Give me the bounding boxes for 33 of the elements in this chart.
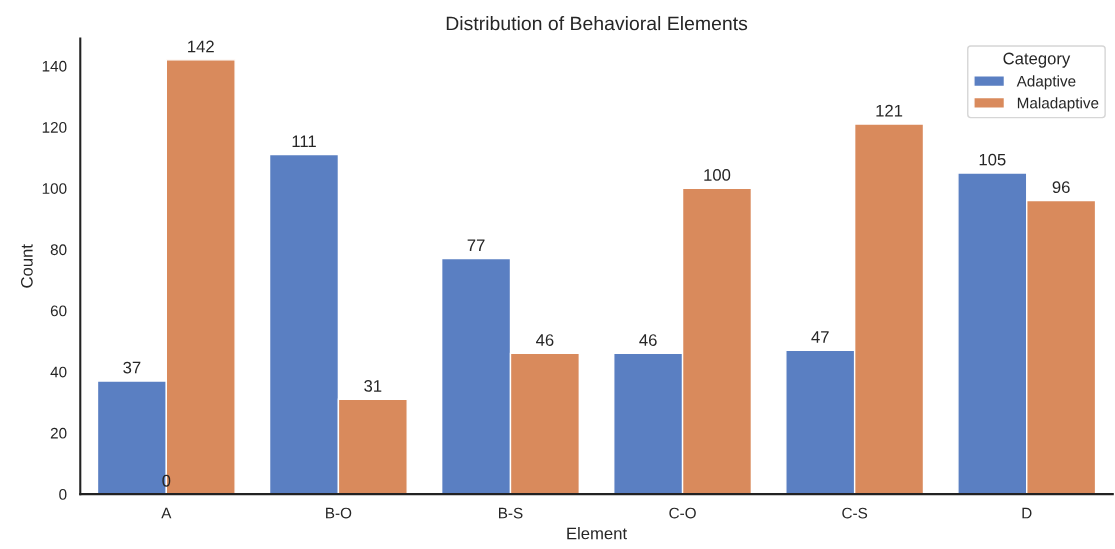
legend-label: Maladaptive: [1017, 97, 1099, 112]
data-label: 47: [811, 331, 829, 343]
x-tick-label: D: [1022, 507, 1032, 519]
legend-title: Category: [1003, 52, 1071, 68]
data-label: 105: [979, 153, 1006, 166]
data-label: 121: [876, 104, 903, 117]
legend-label: Adaptive: [1016, 75, 1076, 90]
x-tick-label: B-O: [326, 507, 352, 519]
data-label: 31: [364, 380, 382, 392]
y-tick-label: 120: [42, 121, 67, 133]
x-axis-title: Element: [567, 527, 627, 540]
y-tick-label: 60: [50, 305, 67, 317]
x-tick-label: C-S: [842, 507, 868, 519]
y-tick-label: 80: [50, 244, 67, 256]
data-label: 46: [536, 334, 554, 346]
y-tick-label: 20: [50, 427, 67, 439]
y-tick-label: 0: [59, 488, 67, 500]
x-tick-label: C-O: [669, 507, 696, 519]
data-label: 100: [704, 169, 731, 181]
y-tick-label: 140: [42, 60, 67, 72]
x-tick-label: A: [161, 507, 172, 519]
data-label: 111: [292, 135, 316, 148]
annotation: 0: [162, 474, 171, 487]
chart-title: Distribution of Behavioral Elements: [446, 16, 748, 31]
data-label: 77: [467, 239, 485, 251]
data-label: 46: [639, 334, 657, 346]
data-label: 142: [188, 40, 214, 53]
y-axis-title: Count: [20, 244, 33, 288]
data-label: 96: [1052, 181, 1070, 194]
y-tick-label: 40: [50, 366, 67, 378]
y-tick-label: 100: [42, 183, 67, 194]
x-tick-label: B-S: [499, 507, 523, 519]
data-label: 37: [123, 361, 141, 374]
